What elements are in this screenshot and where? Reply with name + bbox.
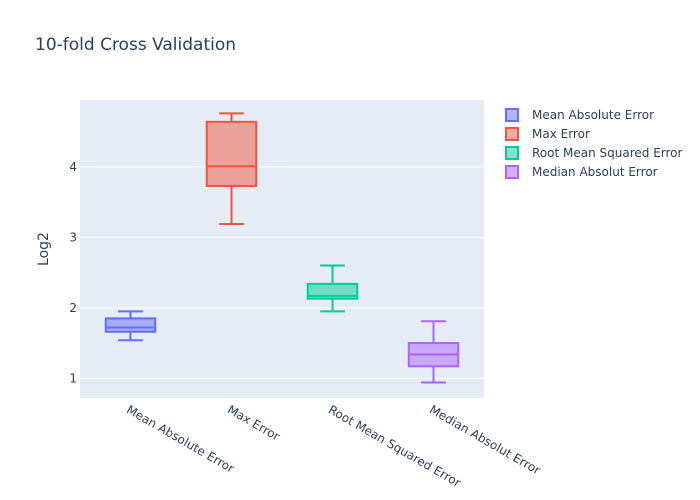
- legend-label-3: Root Mean Squared Error: [532, 146, 683, 160]
- legend-label-4: Median Absolut Error: [532, 165, 658, 179]
- legend-item-1: Mean Absolute Error: [505, 108, 654, 122]
- legend-swatch-2: [505, 127, 519, 141]
- legend-swatch-3: [505, 146, 519, 160]
- y-tick-label-2: 2: [69, 301, 77, 315]
- legend-item-4: Median Absolut Error: [505, 165, 658, 179]
- x-tick-label-2: Max Error: [225, 402, 282, 443]
- legend-label-2: Max Error: [532, 127, 590, 141]
- legend-swatch-1: [505, 108, 519, 122]
- y-tick-label-1: 1: [69, 371, 77, 385]
- legend-swatch-4: [505, 165, 519, 179]
- box-2-iqr: [205, 120, 258, 187]
- box-1-iqr: [104, 317, 157, 333]
- legend: Mean Absolute Error Max Error Root Mean Sq…: [505, 108, 683, 179]
- y-tick-label-4: 4: [69, 160, 77, 174]
- box-4: [407, 320, 460, 384]
- x-tick-label-1: Mean Absolute Error: [124, 402, 237, 475]
- chart-title: 10-fold Cross Validation: [35, 35, 236, 55]
- legend-item-3: Root Mean Squared Error: [505, 146, 683, 160]
- legend-item-2: Max Error: [505, 127, 590, 141]
- legend-label-1: Mean Absolute Error: [532, 108, 654, 122]
- box-3: [306, 264, 359, 313]
- grid: [80, 166, 484, 379]
- y-tick-label-3: 3: [69, 230, 77, 244]
- box-1: [104, 310, 157, 342]
- y-axis-ticks: 1 2 3 4: [69, 160, 77, 385]
- y-axis-title: Log2: [36, 232, 52, 266]
- box-2: [205, 112, 258, 225]
- boxes: [104, 112, 460, 384]
